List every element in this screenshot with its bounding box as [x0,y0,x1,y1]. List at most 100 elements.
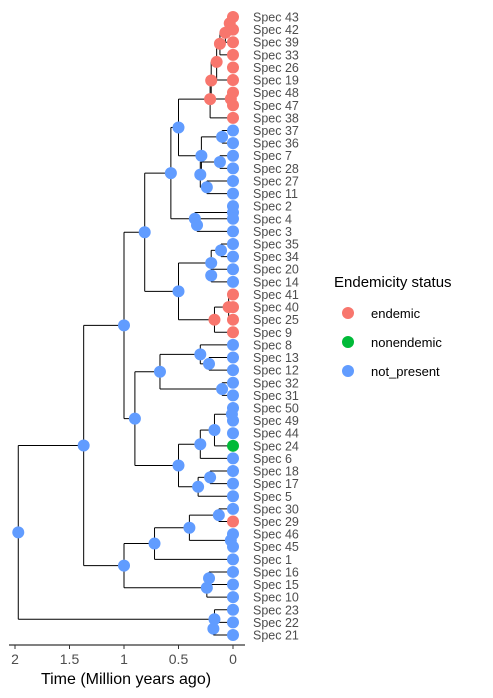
tip-point [227,238,239,251]
tip-point [227,200,239,213]
internal-node-point [208,313,221,326]
tip-label: Spec 36 [253,137,299,151]
tip-label: Spec 44 [253,427,299,441]
legend-key-nonendemic [342,336,354,348]
legend: Endemicity status endemic nonendemic not_p… [334,274,452,379]
internal-node-point [128,412,141,425]
tip-label: Spec 3 [253,225,292,239]
tip-point [227,578,239,591]
internal-node-point [210,55,223,68]
tip-point [227,124,239,137]
tip-label: Spec 29 [253,515,299,529]
tip-label: Spec 40 [253,301,299,315]
tip-point [227,389,239,402]
internal-node-point [183,521,196,534]
tip-label: Spec 19 [253,74,299,88]
tip-point [227,288,239,301]
tip-point [227,263,239,276]
tip-point [227,212,239,225]
x-tick-label: 2 [11,651,19,667]
tip-label: Spec 25 [253,313,299,327]
tip-label: Spec 11 [253,187,298,201]
tip-label: Spec 23 [253,603,299,617]
internal-node-point [208,613,221,626]
tip-point [227,74,239,87]
tip-point [227,162,239,175]
tip-point [227,603,239,616]
legend-key-endemic [342,307,354,319]
tip-label: Spec 41 [253,288,299,302]
tip-point [227,275,239,288]
tip-label: Spec 34 [253,250,299,264]
internal-node-point [205,269,218,282]
tip-point [227,553,239,566]
tip-label: Spec 27 [253,174,299,188]
internal-node-point [118,319,130,332]
tip-label: Spec 32 [253,376,299,390]
x-tick-label: 0.5 [169,651,189,667]
internal-node-point [194,168,207,181]
tip-point [227,414,239,427]
x-tick-label: 0 [229,651,237,667]
tip-label: Spec 8 [253,338,292,352]
tip-point [227,351,239,364]
tip-label: Spec 18 [253,465,299,479]
tip-label: Spec 4 [253,212,292,226]
tip-point [227,23,239,36]
tip-point [227,540,239,553]
internal-node-point [200,181,213,194]
internal-node-point [191,219,204,232]
tip-point [227,301,239,314]
tip-point [227,36,239,49]
tip-label: Spec 7 [253,149,292,163]
internal-node-point [213,37,226,50]
tip-label: Spec 14 [253,275,299,289]
internal-node-point [118,559,130,572]
tip-label: Spec 5 [253,490,292,504]
internal-node-point [205,256,218,269]
tip-label: Spec 49 [253,414,299,428]
tip-point [227,187,239,200]
tip-point [227,149,239,162]
tip-point [227,326,239,339]
x-axis: 2 1.5 1 0.5 0 [9,644,245,667]
tip-label: Spec 50 [253,401,299,415]
tip-label: Spec 26 [253,61,299,75]
internal-node-point [12,526,25,539]
internal-node-point [77,439,90,452]
tip-label: Spec 9 [253,326,292,340]
tip-label: Spec 6 [253,452,292,466]
tip-label: Spec 2 [253,200,292,214]
tip-point [227,591,239,604]
internal-node-point [204,93,217,106]
tip-point [227,11,239,23]
tip-point [227,452,239,465]
tip-label: Spec 17 [253,477,299,491]
tip-label: Spec 47 [253,99,299,113]
tip-point [227,401,239,414]
tip-label: Spec 28 [253,162,299,176]
internal-node-point [215,244,228,257]
legend-label-nonendemic: nonendemic [371,335,442,350]
tip-point [227,528,239,541]
internal-node-point [203,357,216,370]
tip-label: Spec 42 [253,23,299,37]
tree-nodes [12,11,239,641]
internal-node-point [195,149,208,162]
legend-label-not_present: not_present [371,364,440,379]
tip-point [227,61,239,74]
internal-node-point [200,581,213,594]
internal-node-point [203,572,216,585]
internal-node-point [148,537,161,550]
internal-node-point [216,383,229,396]
x-tick-label: 1 [120,651,128,667]
tip-label: Spec 1 [253,553,292,567]
tip-point [227,137,239,150]
tip-label: Spec 16 [253,565,299,579]
tip-point [227,250,239,263]
tip-label: Spec 45 [253,540,299,554]
tip-point [227,565,239,578]
tip-label: Spec 13 [253,351,299,365]
